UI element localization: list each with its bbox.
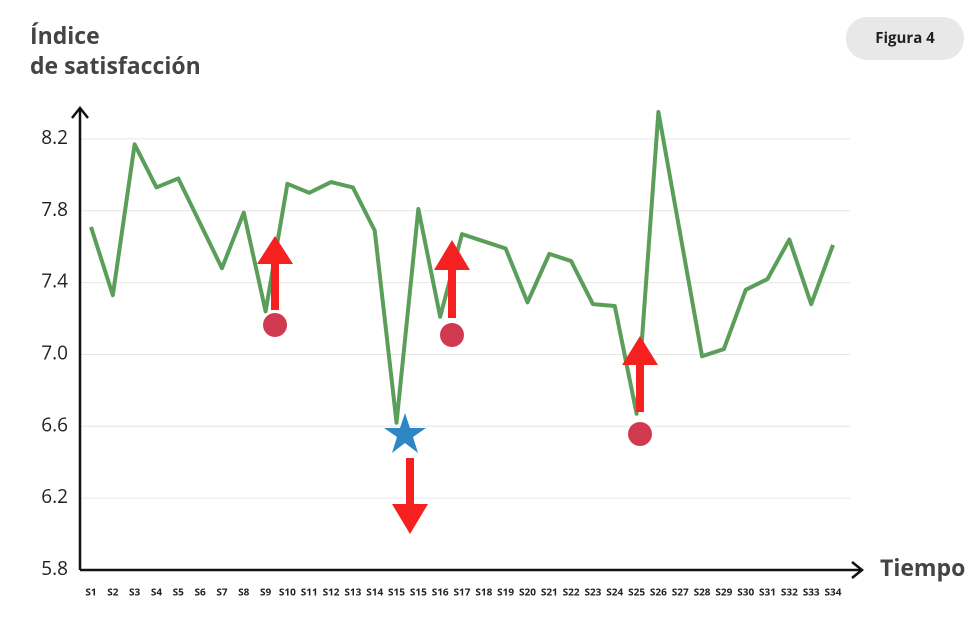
- x-tick-label: S12: [323, 585, 340, 599]
- arrow: [271, 262, 279, 310]
- arrow: [636, 362, 644, 412]
- x-tick-label: S18: [475, 585, 492, 599]
- arrow: [434, 240, 470, 270]
- x-tick-label: S26: [650, 585, 667, 599]
- y-tick-label: 6.2: [41, 483, 68, 509]
- y-tick-label: 7.0: [41, 340, 68, 366]
- x-tick-label: S16: [432, 585, 449, 599]
- x-tick-label: S24: [606, 585, 623, 599]
- y-axis-arrow: [71, 105, 89, 119]
- y-tick-label: 8.2: [41, 124, 68, 150]
- x-tick-label: S5: [173, 585, 185, 599]
- x-tick-label: S10: [279, 585, 296, 599]
- x-tick-label: S29: [715, 585, 732, 599]
- x-tick-label: S30: [737, 585, 754, 599]
- axes: [71, 105, 865, 579]
- x-tick-label: S25: [628, 585, 645, 599]
- grid: 5.8 6.2 6.6 7.0 7.4 7.8 8.2 S1 S2 S3 S4 S5 S6 S7 S8 S9 S…: [41, 124, 850, 599]
- x-tick-label: S19: [497, 585, 514, 599]
- x-tick-label: S33: [803, 585, 820, 599]
- badge-text: Figura 4: [875, 28, 935, 48]
- y-tick-label: 7.8: [41, 196, 68, 222]
- x-tick-label: S20: [519, 585, 536, 599]
- plot: [89, 109, 835, 425]
- x-axis-arrow: [851, 561, 865, 579]
- x-tick-label: S21: [541, 585, 558, 599]
- annotations: [257, 236, 658, 534]
- x-tick-label: S9: [260, 585, 272, 599]
- x-tick-label: S34: [825, 585, 842, 599]
- x-tick-label: S27: [672, 585, 689, 599]
- line: [89, 109, 835, 425]
- x-tick-label: S3: [129, 585, 141, 599]
- marker-dot: [263, 313, 287, 337]
- x-tick-label: S14: [366, 585, 383, 599]
- x-tick-label: S11: [301, 585, 318, 599]
- arrow: [257, 236, 293, 264]
- x-tick-label: S28: [694, 585, 711, 599]
- star: [384, 413, 426, 453]
- x-tick-label: S8: [238, 585, 250, 599]
- x-tick-label: S6: [195, 585, 207, 599]
- x-tick-label: S15: [410, 585, 427, 599]
- y-tick-label: 5.8: [41, 555, 68, 581]
- x-tick-label: S15: [388, 585, 405, 599]
- x-tick-label: S22: [563, 585, 580, 599]
- arrow: [406, 458, 414, 506]
- badge: [846, 17, 964, 60]
- x-axis-title: Tiempo: [880, 551, 965, 583]
- x-tick-label: S32: [781, 585, 798, 599]
- y-tick-label: 6.6: [41, 411, 68, 437]
- arrow: [448, 268, 456, 318]
- x-tick-label: S4: [151, 585, 163, 599]
- arrow: [622, 336, 658, 365]
- x-tick-label: S31: [759, 585, 776, 599]
- y-axis-title: Índice: [30, 19, 100, 51]
- marker-dot: [628, 422, 652, 446]
- x-tick-label: S17: [454, 585, 471, 599]
- x-tick-label: S23: [584, 585, 601, 599]
- y-tick-label: 7.4: [41, 268, 68, 294]
- marker-dot: [440, 323, 464, 347]
- y-axis-title: de satisfacción: [30, 49, 201, 81]
- x-tick-label: S13: [344, 585, 361, 599]
- arrow: [392, 504, 428, 534]
- x-tick-label: S7: [216, 585, 228, 599]
- x-tick-label: S2: [107, 585, 119, 599]
- x-tick-label: S1: [85, 585, 96, 599]
